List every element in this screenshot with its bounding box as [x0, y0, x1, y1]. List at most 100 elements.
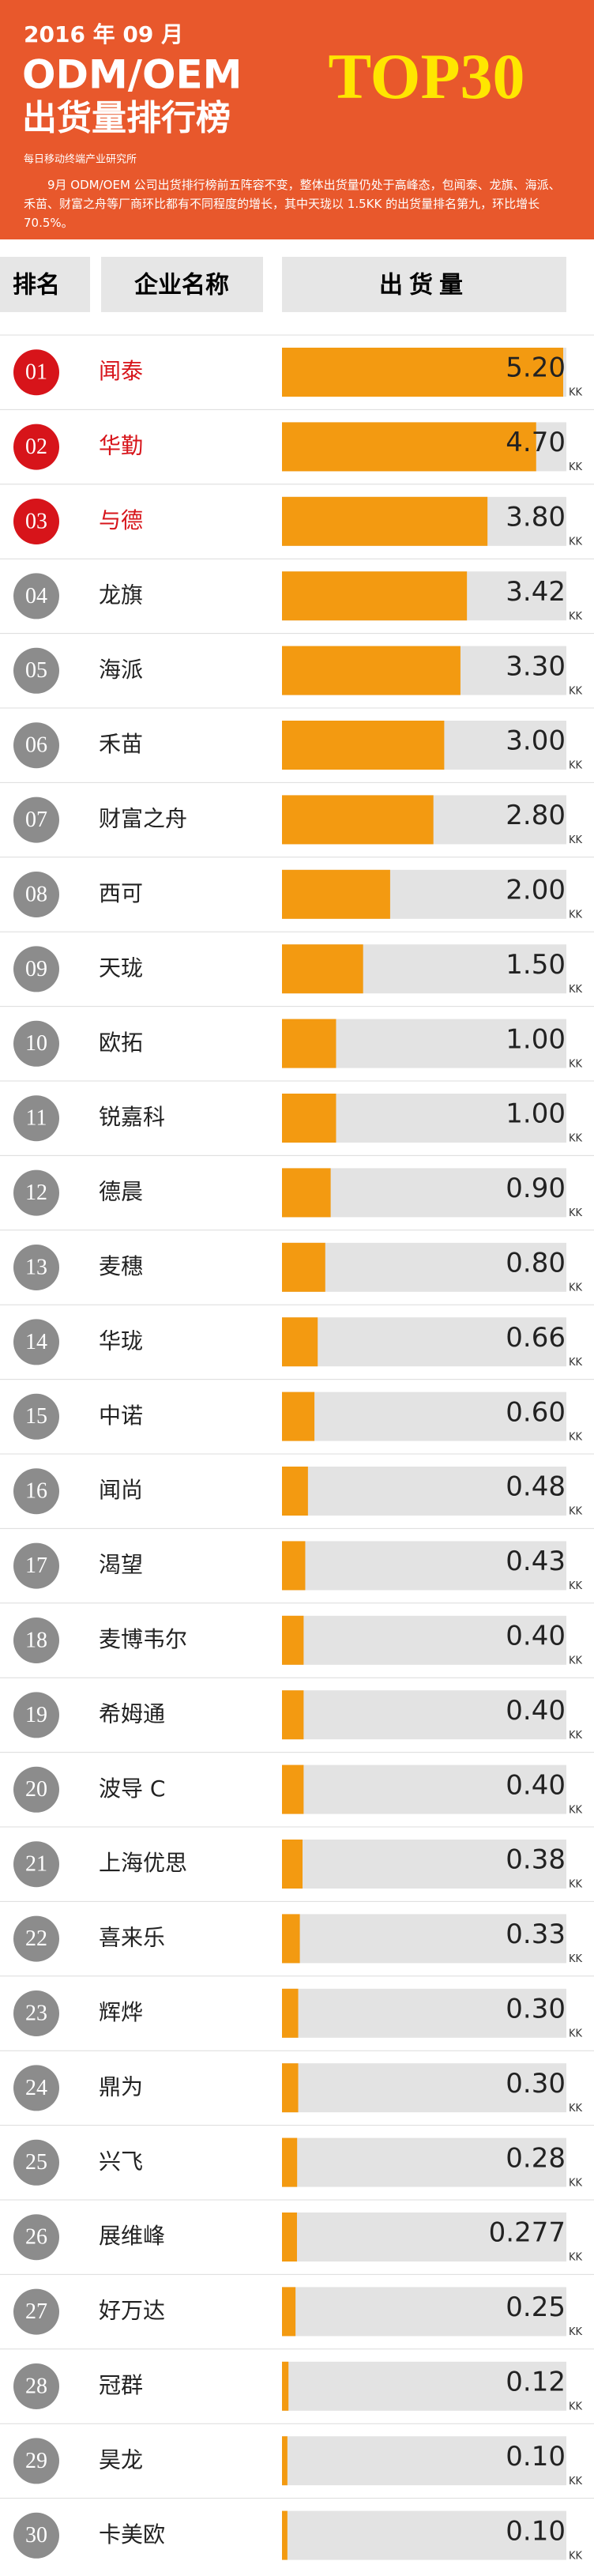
unit: KK	[569, 2326, 583, 2338]
value-label: 4.70	[506, 427, 566, 458]
rank: 12	[25, 1181, 47, 1205]
company-name: 龙旗	[99, 582, 143, 608]
rank: 05	[25, 658, 47, 683]
company-name: 财富之舟	[99, 806, 187, 832]
value-label: 3.30	[506, 650, 566, 682]
bar	[282, 646, 461, 695]
company-name: 华勤	[99, 433, 143, 459]
value-label: 5.20	[506, 352, 566, 384]
bar	[282, 1094, 336, 1143]
rank: 18	[25, 1628, 47, 1652]
rank-badge	[13, 946, 59, 992]
rank-badge	[13, 2214, 59, 2261]
rank-badge	[13, 1468, 59, 1515]
bar	[282, 496, 488, 546]
bar-track	[282, 2287, 566, 2337]
unit: KK	[569, 1804, 583, 1816]
unit: KK	[569, 984, 583, 996]
value-label: 1.00	[506, 1098, 566, 1130]
bar	[282, 1615, 304, 1665]
company-name: 好万达	[99, 2298, 165, 2324]
rank: 14	[25, 1330, 47, 1354]
company-name: 海派	[99, 657, 143, 683]
unit: KK	[569, 1357, 583, 1369]
bar	[282, 2436, 288, 2486]
value-label: 0.40	[506, 1769, 566, 1801]
unit: KK	[569, 1431, 583, 1443]
rank-badge	[13, 573, 59, 620]
company-name: 展维峰	[99, 2223, 165, 2249]
rank-badge	[13, 499, 59, 544]
header-cell	[0, 257, 90, 312]
company-name: 渴望	[99, 1552, 143, 1578]
unit: KK	[569, 1953, 583, 1965]
value-label: 3.42	[506, 576, 566, 608]
rank: 28	[25, 2374, 47, 2398]
bar	[282, 1019, 336, 1068]
value-label: 0.33	[506, 1919, 566, 1950]
bar	[282, 1467, 308, 1516]
company-name: 卡美欧	[99, 2521, 165, 2548]
company-name: 中诺	[99, 1403, 143, 1429]
rank-badge	[13, 647, 59, 694]
rank-badge	[13, 872, 59, 917]
rank-badge	[13, 797, 59, 843]
unit: KK	[569, 2401, 583, 2413]
rank-badge	[13, 1542, 59, 1589]
rank: 26	[25, 2225, 47, 2250]
rank-badge	[13, 1245, 59, 1290]
bar	[282, 1764, 304, 1814]
bar	[282, 422, 536, 472]
title: 出货量排行榜	[22, 98, 231, 138]
value-label: 3.00	[506, 725, 566, 757]
unit: KK	[569, 1282, 583, 1294]
rank-badge	[13, 1095, 59, 1142]
rank-badge	[13, 1990, 59, 2036]
unit: KK	[569, 1879, 583, 1891]
bar	[282, 1690, 304, 1740]
unit: KK	[569, 2028, 583, 2040]
unit: KK	[569, 2177, 583, 2189]
title: ODM/OEM	[22, 52, 242, 98]
bar	[282, 348, 563, 397]
company-name: 德晨	[99, 1179, 143, 1205]
column-header: 企业名称	[134, 272, 229, 299]
value-label: 0.66	[506, 1322, 566, 1354]
value-label: 1.50	[506, 949, 566, 981]
value-label: 0.40	[506, 1621, 566, 1652]
bar-track	[282, 1242, 566, 1292]
bar	[282, 1914, 300, 1964]
value-label: 0.90	[506, 1173, 566, 1204]
unit: KK	[569, 461, 583, 473]
unit: KK	[569, 1058, 583, 1070]
company-name: 与德	[99, 507, 143, 533]
rank: 03	[25, 509, 47, 533]
company-name: 辉烨	[99, 1999, 143, 2025]
bar-track	[282, 2436, 566, 2486]
rank: 25	[25, 2150, 47, 2175]
bar	[282, 2063, 299, 2113]
bar-track	[282, 1317, 566, 1367]
unit: KK	[569, 910, 583, 921]
source: 每日移动终端产业研究所	[24, 153, 137, 166]
unit: KK	[569, 1655, 583, 1667]
unit: KK	[569, 1506, 583, 1518]
rank-badge	[13, 424, 59, 470]
company-name: 华珑	[99, 1328, 143, 1354]
bar	[282, 1168, 331, 1218]
rank: 04	[25, 584, 47, 608]
unit: KK	[569, 2550, 583, 2562]
bar	[282, 721, 445, 770]
bar	[282, 869, 390, 919]
rank: 01	[25, 360, 47, 385]
company-name: 鼎为	[99, 2073, 143, 2100]
bar	[282, 2137, 298, 2187]
value-label: 0.28	[506, 2142, 566, 2174]
bar-track	[282, 1840, 566, 1889]
bar	[282, 1242, 325, 1292]
rank: 15	[25, 1404, 47, 1429]
rank: 16	[25, 1479, 47, 1504]
bar	[282, 1392, 315, 1441]
column-header: 出货量	[379, 272, 469, 299]
